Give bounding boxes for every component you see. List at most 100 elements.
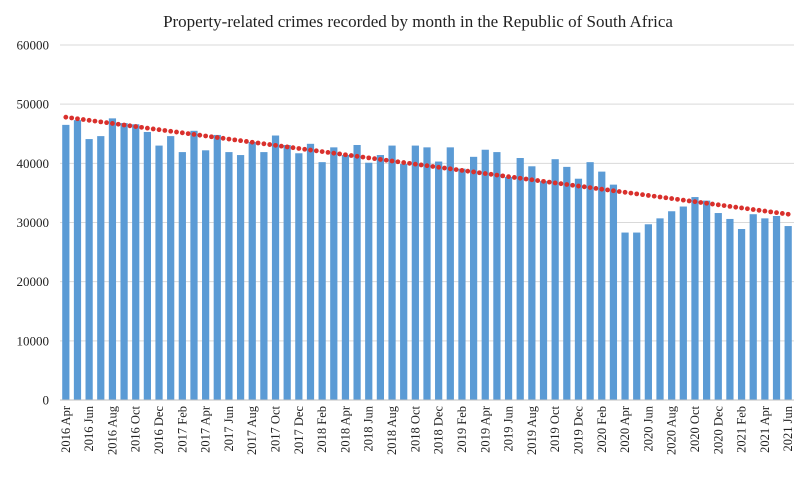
trendline-point <box>80 117 86 122</box>
trendline-point <box>558 181 564 187</box>
x-tick-label: 2019 Oct <box>548 405 562 452</box>
bar <box>516 158 524 400</box>
y-tick-label: 40000 <box>17 156 50 171</box>
x-tick-label: 2018 Dec <box>432 406 446 455</box>
trendline-point <box>570 182 576 188</box>
trendline-point <box>284 144 290 150</box>
trendline-point <box>768 209 774 215</box>
trendline-point <box>238 138 243 144</box>
trendline-point <box>139 124 144 130</box>
bar <box>132 124 140 401</box>
bar <box>236 155 245 400</box>
trendline-point <box>762 208 768 214</box>
x-tick-label: 2018 Aug <box>385 405 399 455</box>
bar <box>155 145 163 400</box>
trendline-point <box>174 129 179 135</box>
bar <box>539 181 548 400</box>
x-tick-label: 2020 Feb <box>595 406 609 453</box>
trendline-point <box>605 187 610 193</box>
trendline-point <box>220 135 226 141</box>
trendline-point <box>267 142 273 147</box>
trendline-point <box>640 192 645 198</box>
x-tick-label: 2016 Dec <box>152 406 166 455</box>
trendline-point <box>337 151 343 157</box>
trendline-point <box>133 124 139 129</box>
trendline-point <box>395 159 401 165</box>
x-tick-label: 2021 Apr <box>758 405 772 453</box>
bar <box>737 229 746 400</box>
bar <box>376 155 385 400</box>
x-tick-label: 2018 Apr <box>338 405 352 453</box>
bar <box>633 232 641 400</box>
trendline-point <box>214 135 220 140</box>
bar <box>435 161 443 400</box>
trendline-point <box>401 160 407 165</box>
trendline-point <box>523 176 529 182</box>
trendline-point <box>203 133 209 139</box>
trendline-point <box>593 185 599 191</box>
bar <box>784 226 792 400</box>
trendline-point <box>418 162 424 168</box>
bar <box>190 130 198 400</box>
bar <box>341 155 350 400</box>
trendline-point <box>75 116 80 122</box>
bar <box>749 214 757 400</box>
bar <box>388 145 396 400</box>
x-tick-label: 2019 Feb <box>455 406 469 453</box>
trendline-point <box>407 160 412 166</box>
bar <box>574 178 583 400</box>
bar <box>586 162 594 400</box>
x-tick-label: 2020 Apr <box>618 405 632 453</box>
bar <box>108 118 117 400</box>
trendline-point <box>494 172 500 178</box>
trendline-point <box>179 130 185 136</box>
trendline-point <box>121 122 127 128</box>
trendline-point <box>92 118 98 124</box>
bar <box>458 168 466 400</box>
trendline-point <box>692 199 698 205</box>
x-tick-label: 2018 Feb <box>315 406 329 453</box>
bar <box>423 147 431 400</box>
x-tick-label: 2017 Oct <box>269 405 283 452</box>
bar <box>330 147 338 400</box>
bar <box>621 232 629 400</box>
trendline-point <box>162 128 168 133</box>
bar <box>400 163 408 400</box>
trendline-point <box>343 152 348 158</box>
bar <box>528 166 536 400</box>
trendline-point <box>576 183 581 189</box>
bar <box>248 142 256 401</box>
trendline-point <box>721 203 727 209</box>
bar <box>411 145 419 400</box>
trendline-point <box>98 119 104 125</box>
trendline-point <box>529 177 535 183</box>
bars <box>62 118 792 401</box>
trendline-point <box>535 178 541 183</box>
trendline-point <box>471 169 477 175</box>
trendline-point <box>249 139 255 145</box>
trendline-point <box>616 189 622 194</box>
trendline-point <box>727 203 733 209</box>
y-tick-label: 30000 <box>17 215 50 230</box>
bar <box>318 162 326 400</box>
trendline-point <box>63 114 69 120</box>
trendline-point <box>366 155 372 161</box>
trendline-point <box>482 171 488 176</box>
x-tick-label: 2019 Dec <box>571 406 585 455</box>
trendline-point <box>348 153 354 158</box>
trendline-point <box>715 202 721 208</box>
trendline-point <box>354 153 360 159</box>
bar <box>271 135 280 400</box>
trendline-point <box>144 125 150 131</box>
trendline-point <box>69 115 75 121</box>
bar <box>202 150 210 400</box>
bar <box>73 120 82 401</box>
bar <box>97 136 105 400</box>
x-tick-label: 2017 Jun <box>222 405 236 451</box>
bar <box>295 153 303 400</box>
bar <box>283 144 291 400</box>
bar <box>143 131 151 400</box>
trendline-point <box>115 121 121 127</box>
bar <box>598 171 606 400</box>
bar <box>726 218 734 400</box>
